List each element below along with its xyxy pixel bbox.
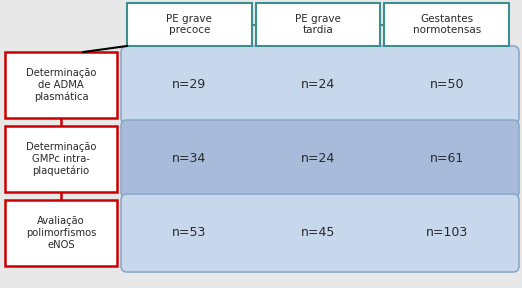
Text: Determinação
GMPc intra-
plaquetário: Determinação GMPc intra- plaquetário xyxy=(26,142,96,176)
Text: n=61: n=61 xyxy=(430,153,464,166)
Text: Gestantes
normotensas: Gestantes normotensas xyxy=(412,14,481,35)
FancyBboxPatch shape xyxy=(121,46,519,124)
FancyBboxPatch shape xyxy=(5,200,117,266)
Text: n=53: n=53 xyxy=(172,226,207,240)
Text: n=50: n=50 xyxy=(430,79,464,92)
FancyBboxPatch shape xyxy=(5,126,117,192)
Text: n=34: n=34 xyxy=(172,153,207,166)
FancyBboxPatch shape xyxy=(127,3,252,46)
FancyBboxPatch shape xyxy=(256,3,381,46)
Text: Determinação
de ADMA
plasmática: Determinação de ADMA plasmática xyxy=(26,68,96,102)
FancyBboxPatch shape xyxy=(121,120,519,198)
Text: n=24: n=24 xyxy=(301,153,335,166)
Text: PE grave
tardia: PE grave tardia xyxy=(295,14,341,35)
Text: n=45: n=45 xyxy=(301,226,335,240)
FancyBboxPatch shape xyxy=(5,52,117,118)
Text: Avaliação
polimorfismos
eNOS: Avaliação polimorfismos eNOS xyxy=(26,216,96,250)
Text: PE grave
precoce: PE grave precoce xyxy=(167,14,212,35)
Text: n=103: n=103 xyxy=(425,226,468,240)
FancyBboxPatch shape xyxy=(384,3,509,46)
FancyBboxPatch shape xyxy=(121,194,519,272)
Text: n=29: n=29 xyxy=(172,79,207,92)
Text: n=24: n=24 xyxy=(301,79,335,92)
